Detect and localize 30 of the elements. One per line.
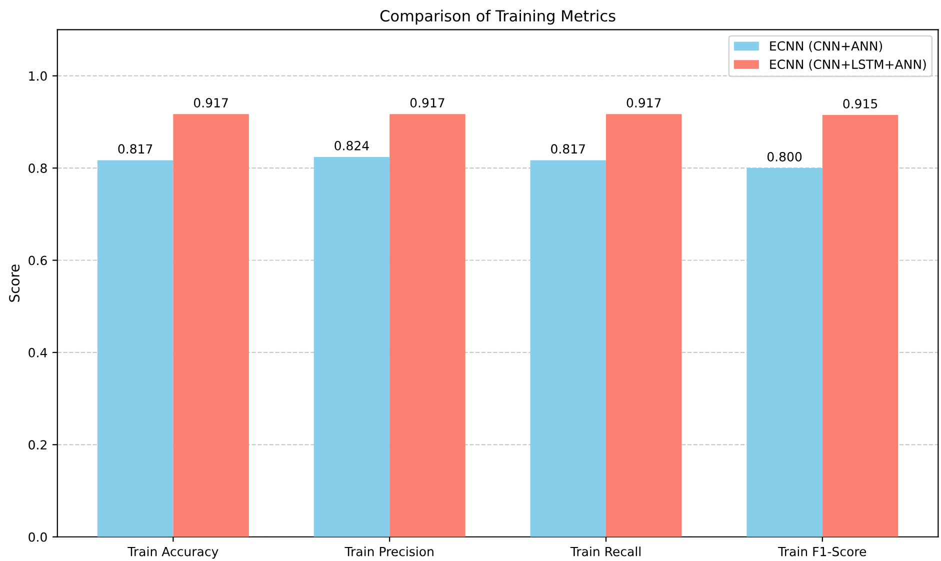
y-tick-label: 0.4: [28, 348, 47, 358]
bar: [173, 114, 249, 537]
bar: [97, 160, 174, 537]
data-label: 0.915: [843, 98, 878, 108]
bar: [822, 115, 898, 537]
data-label: 0.917: [410, 98, 444, 108]
y-tick-label: 0.6: [28, 256, 47, 266]
bar: [390, 114, 466, 537]
bar: [606, 114, 682, 537]
data-label: 0.917: [626, 98, 661, 108]
x-tick-label: Train F1-Score: [778, 546, 866, 556]
bar: [746, 168, 822, 537]
data-label: 0.817: [551, 144, 585, 154]
x-tick-label: Train Recall: [570, 546, 640, 556]
bar: [530, 160, 606, 537]
data-label: 0.800: [767, 152, 802, 162]
data-label: 0.824: [334, 140, 369, 150]
x-tick-label: Train Precision: [344, 546, 434, 556]
y-tick-label: 0.8: [28, 164, 47, 173]
y-axis-title: Score: [9, 264, 20, 302]
y-tick-label: 0.0: [28, 532, 47, 542]
y-tick-label: 0.2: [28, 440, 46, 450]
y-tick-label: 1.0: [29, 71, 47, 81]
data-label: 0.817: [118, 144, 152, 154]
bar: [314, 156, 390, 537]
data-label: 0.917: [194, 98, 228, 108]
chart-title: Comparison of Training Metrics: [380, 10, 616, 25]
legend-label: ECNN (CNN+ANN): [770, 40, 882, 52]
legend-label: ECNN (CNN+LSTM+ANN): [770, 59, 926, 70]
x-tick-label: Train Accuracy: [128, 546, 218, 559]
